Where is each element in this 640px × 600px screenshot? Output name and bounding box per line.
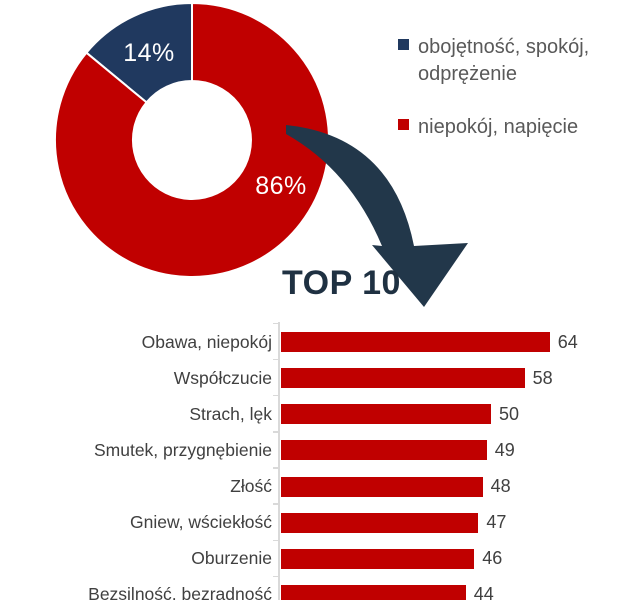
axis-tick [273,503,278,505]
axis-tick [273,322,278,325]
legend-item-anxiety: niepokój, napięcie [398,114,623,141]
legend-swatch-red-icon [398,119,409,130]
bar-category-label: Złość [230,476,272,497]
bar-row: Gniew, wściekłość 47 [0,505,640,541]
bar [281,512,479,533]
bar [281,368,525,389]
legend-label-anxiety: niepokój, napięcie [418,116,579,138]
legend-item-calm: obojętność, spokój, odprężenie [398,34,623,88]
top10-bar-chart: Obawa, niepokój 64 Współczucie 58 Strach, lę… [0,324,640,600]
axis-tick [273,394,278,397]
bar-row: Oburzenie 46 [0,541,640,577]
axis-tick [273,467,278,469]
axis-tick [273,575,278,578]
axis-tick [273,431,278,433]
bar-value-label: 44 [473,584,494,600]
bar-value-label: 58 [532,367,553,388]
bar-row: Smutek, przygnębienie 49 [0,432,640,468]
bar-value-label: 50 [499,403,520,424]
bar [281,548,475,569]
bar-chart-axis [278,322,280,600]
legend-swatch-blue-icon [398,39,409,50]
bar-row: Obawa, niepokój 64 [0,324,640,360]
donut-label-red: 86% [255,172,307,200]
bar-row: Współczucie 58 [0,360,640,396]
bar [281,584,466,600]
bar-value-label: 47 [486,512,507,533]
bar-category-label: Strach, lęk [189,403,272,424]
donut-label-blue: 14% [123,39,175,67]
bar [281,440,487,461]
bar-value-label: 46 [482,548,503,569]
bar [281,404,491,425]
top10-title: TOP 10 [282,264,401,302]
bar-row: Strach, lęk 50 [0,396,640,432]
bar-category-label: Współczucie [173,367,272,388]
donut-legend: obojętność, spokój, odprężenie niepokój,… [398,34,623,141]
bar-category-label: Oburzenie [191,548,272,569]
bar-category-label: Obawa, niepokój [141,331,272,352]
bar-value-label: 48 [490,476,511,497]
axis-tick [273,539,278,542]
bar [281,332,550,353]
bar [281,476,483,497]
legend-label-calm: obojętność, spokój, odprężenie [418,36,590,85]
bar-category-label: Bezsilność, bezradność [88,584,272,600]
bar-value-label: 49 [494,439,515,460]
bar-row: Złość 48 [0,469,640,505]
bar-category-label: Gniew, wściekłość [130,512,272,533]
bar-value-label: 64 [557,331,578,352]
axis-tick [273,358,278,361]
bar-category-label: Smutek, przygnębienie [93,439,272,460]
bar-row: Bezsilność, bezradność 44 [0,577,640,600]
